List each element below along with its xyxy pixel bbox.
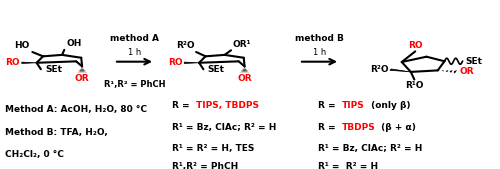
- Polygon shape: [80, 69, 85, 70]
- Text: RO: RO: [168, 58, 183, 67]
- Text: R²O: R²O: [176, 41, 195, 50]
- Text: SEt: SEt: [465, 57, 482, 66]
- Text: R¹ = Bz, ClAc; R² = H: R¹ = Bz, ClAc; R² = H: [172, 123, 277, 132]
- Text: Method B: TFA, H₂O,: Method B: TFA, H₂O,: [5, 128, 108, 137]
- Text: (β + α): (β + α): [378, 123, 416, 132]
- Polygon shape: [78, 70, 86, 71]
- Polygon shape: [446, 70, 448, 72]
- Text: TBDPS: TBDPS: [342, 123, 375, 132]
- Polygon shape: [184, 62, 199, 64]
- Text: R =: R =: [318, 123, 338, 132]
- Text: Method A: AcOH, H₂O, 80 °C: Method A: AcOH, H₂O, 80 °C: [5, 105, 147, 114]
- Text: OR: OR: [75, 74, 90, 83]
- Polygon shape: [240, 70, 248, 71]
- Text: RO: RO: [6, 58, 20, 67]
- Text: R¹ =  R² = H: R¹ = R² = H: [318, 162, 378, 169]
- Polygon shape: [22, 62, 36, 64]
- Polygon shape: [450, 70, 453, 73]
- Text: SEt: SEt: [208, 65, 224, 74]
- Text: method B: method B: [295, 33, 344, 43]
- Text: OR: OR: [460, 67, 474, 76]
- Polygon shape: [454, 70, 457, 74]
- Polygon shape: [442, 70, 444, 71]
- Text: R¹O: R¹O: [405, 81, 423, 90]
- Text: R¹ = Bz, ClAc; R² = H: R¹ = Bz, ClAc; R² = H: [318, 144, 422, 153]
- Text: CH₂Cl₂, 0 °C: CH₂Cl₂, 0 °C: [5, 150, 64, 159]
- Polygon shape: [240, 71, 250, 72]
- Polygon shape: [390, 69, 411, 72]
- Polygon shape: [438, 70, 440, 71]
- Text: 1 h: 1 h: [313, 49, 326, 57]
- Polygon shape: [244, 66, 245, 67]
- Text: method A: method A: [110, 33, 159, 43]
- Polygon shape: [242, 69, 248, 70]
- Text: R²O: R²O: [370, 65, 389, 74]
- Text: 1 h: 1 h: [128, 49, 141, 57]
- Text: R¹ = R² = H, TES: R¹ = R² = H, TES: [172, 144, 255, 153]
- Text: R¹,R² = PhCH: R¹,R² = PhCH: [104, 80, 165, 89]
- Text: (only β): (only β): [368, 101, 410, 110]
- Polygon shape: [77, 71, 87, 72]
- Text: R¹,R² = PhCH: R¹,R² = PhCH: [172, 162, 239, 169]
- Text: R =: R =: [318, 101, 338, 110]
- Text: RO: RO: [408, 41, 422, 50]
- Text: HO: HO: [14, 41, 30, 50]
- Text: R =: R =: [172, 101, 193, 110]
- Text: SEt: SEt: [45, 65, 62, 74]
- Text: OH: OH: [67, 39, 82, 48]
- Text: TIPS, TBDPS: TIPS, TBDPS: [196, 101, 260, 110]
- Text: TIPS: TIPS: [342, 101, 364, 110]
- Text: OR: OR: [238, 74, 252, 83]
- Text: OR¹: OR¹: [232, 40, 251, 49]
